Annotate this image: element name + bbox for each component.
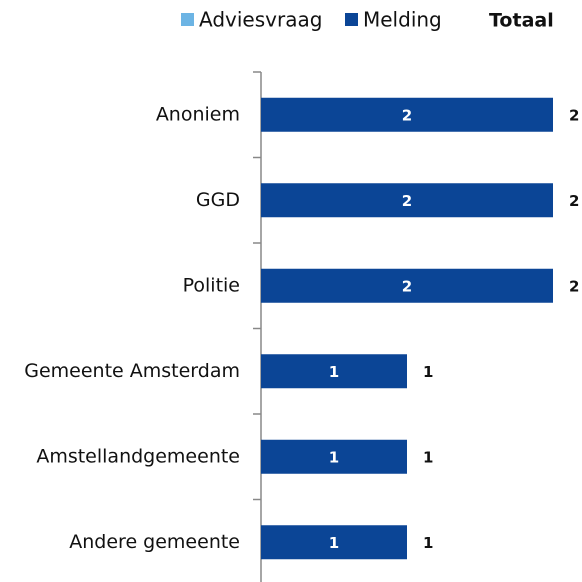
bar-value-label: 2 xyxy=(402,192,412,210)
bar-value-label: 2 xyxy=(402,277,412,295)
bar xyxy=(261,97,553,132)
category-label: Politie xyxy=(183,274,240,296)
bar xyxy=(261,183,553,218)
bar xyxy=(261,354,407,389)
bar xyxy=(261,525,407,560)
bar-value-label: 1 xyxy=(329,534,339,552)
total-label: 1 xyxy=(423,534,433,552)
total-label: 2 xyxy=(569,192,579,210)
legend-total: Totaal xyxy=(489,10,554,32)
category-label: Amstellandgemeente xyxy=(36,445,240,467)
bar xyxy=(261,268,553,303)
category-label: GGD xyxy=(196,189,240,211)
bar-value-label: 2 xyxy=(402,106,412,124)
legend-label: Adviesvraag xyxy=(199,8,322,32)
legend-swatch xyxy=(345,13,358,26)
total-label: 1 xyxy=(423,448,433,466)
category-label: Andere gemeente xyxy=(69,531,240,553)
total-label: 2 xyxy=(569,277,579,295)
category-label: Gemeente Amsterdam xyxy=(24,360,240,382)
bar-value-label: 1 xyxy=(329,363,339,381)
legend-swatch xyxy=(181,13,194,26)
total-label: 1 xyxy=(423,363,433,381)
bar-value-label: 1 xyxy=(329,448,339,466)
bar xyxy=(261,439,407,474)
category-label: Anoniem xyxy=(156,103,240,125)
legend-label: Melding xyxy=(363,8,442,32)
total-label: 2 xyxy=(569,106,579,124)
